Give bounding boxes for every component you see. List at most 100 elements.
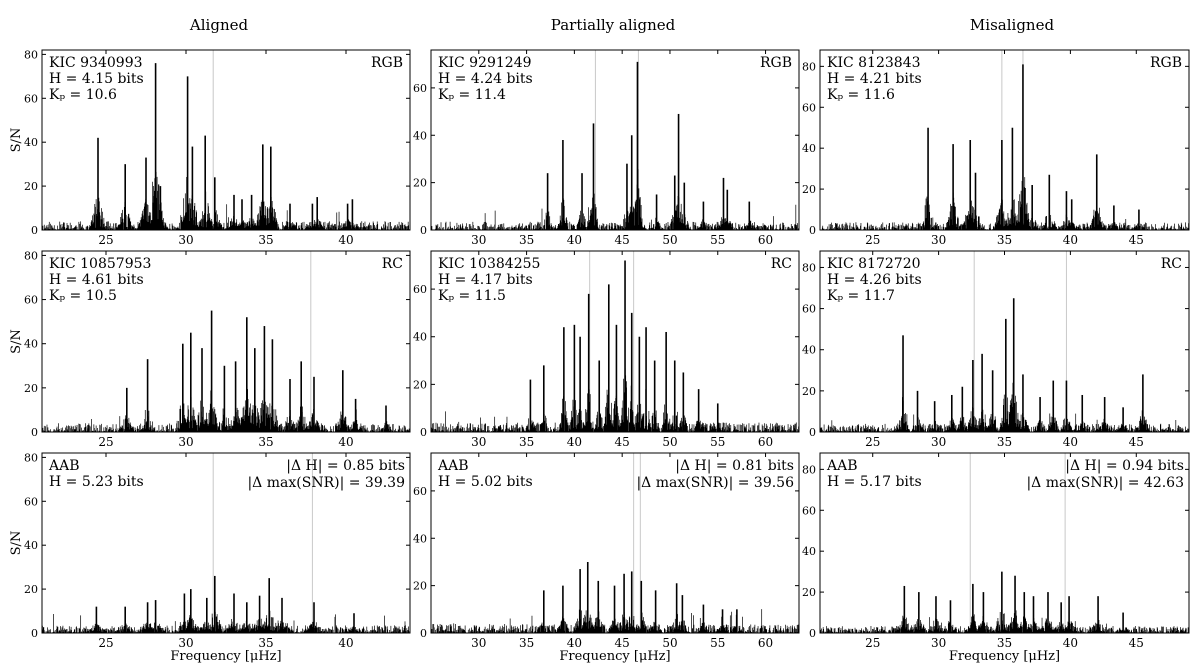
x-tick-label: 40 xyxy=(1063,435,1078,449)
y-tick-label: 40 xyxy=(24,539,38,552)
panel-frame xyxy=(41,250,411,433)
panel-label: H = 4.17 bits xyxy=(438,272,533,288)
x-tick-label: 25 xyxy=(98,636,113,650)
x-tick-label: 25 xyxy=(865,435,880,449)
y-tick-label: 60 xyxy=(413,82,427,95)
column-title-partially-aligned: Partially aligned xyxy=(550,16,676,34)
y-tick-label: 0 xyxy=(809,426,816,439)
panel-label: Kₚ = 11.5 xyxy=(438,288,506,304)
panel-label: AAB xyxy=(826,458,858,474)
y-axis-label: S/N xyxy=(9,531,24,556)
x-tick-label: 35 xyxy=(997,636,1012,650)
x-tick-label: 40 xyxy=(1063,233,1078,247)
panel-frame xyxy=(430,49,800,231)
y-tick-label: 80 xyxy=(802,261,816,274)
y-tick-label: 40 xyxy=(802,344,816,357)
x-tick-label: 40 xyxy=(338,435,353,449)
y-tick-label: 60 xyxy=(802,101,816,114)
difference-stat: |Δ H| = 0.94 bits xyxy=(1065,458,1184,474)
x-tick-label: 30 xyxy=(178,636,193,650)
y-tick-label: 80 xyxy=(802,463,816,476)
x-tick-label: 30 xyxy=(178,435,193,449)
x-tick-label: 25 xyxy=(98,435,113,449)
x-tick-label: 35 xyxy=(519,435,534,449)
panel-label: Kₚ = 10.5 xyxy=(49,288,117,304)
x-tick-label: 30 xyxy=(931,233,946,247)
evolution-tag: RGB xyxy=(1150,55,1182,71)
difference-stat: |Δ max(SNR)| = 39.39 xyxy=(247,475,405,491)
x-tick-label: 30 xyxy=(931,435,946,449)
x-tick-label: 30 xyxy=(931,636,946,650)
panel-label: KIC 8123843 xyxy=(827,55,921,71)
x-tick-label: 55 xyxy=(710,233,725,247)
y-tick-label: 20 xyxy=(413,580,427,593)
y-axis-label: S/N xyxy=(9,329,24,354)
x-tick-label: 25 xyxy=(865,636,880,650)
panel-label: Kₚ = 11.7 xyxy=(827,288,895,304)
x-tick-label: 40 xyxy=(1063,636,1078,650)
x-tick-label: 60 xyxy=(758,233,773,247)
spectrum-trace xyxy=(820,158,1189,230)
panel-label: Kₚ = 10.6 xyxy=(49,87,117,103)
x-tick-label: 45 xyxy=(615,435,630,449)
y-tick-label: 80 xyxy=(24,249,38,262)
y-tick-label: 0 xyxy=(31,627,38,640)
panel-label: H = 5.23 bits xyxy=(49,474,144,490)
panel-label: H = 4.24 bits xyxy=(438,71,533,87)
y-tick-label: 40 xyxy=(24,338,38,351)
y-tick-label: 20 xyxy=(802,183,816,196)
difference-stat: |Δ max(SNR)| = 42.63 xyxy=(1026,475,1184,491)
y-tick-label: 40 xyxy=(413,532,427,545)
y-tick-label: 20 xyxy=(802,385,816,398)
panel-label: Kₚ = 11.4 xyxy=(438,87,506,103)
x-tick-label: 40 xyxy=(567,435,582,449)
panel-frame xyxy=(41,452,411,634)
x-tick-label: 30 xyxy=(178,233,193,247)
spectrum-trace xyxy=(820,382,1189,432)
x-tick-label: 45 xyxy=(615,233,630,247)
difference-stat: |Δ H| = 0.85 bits xyxy=(286,458,405,474)
x-tick-label: 50 xyxy=(662,233,677,247)
y-tick-label: 80 xyxy=(802,60,816,73)
x-tick-label: 40 xyxy=(338,636,353,650)
y-tick-label: 60 xyxy=(24,294,38,307)
evolution-tag: RC xyxy=(382,256,403,272)
x-tick-label: 40 xyxy=(338,233,353,247)
column-title-misaligned: Misaligned xyxy=(969,16,1055,34)
y-tick-label: 60 xyxy=(24,495,38,508)
y-tick-label: 20 xyxy=(24,180,38,193)
spectrum-trace xyxy=(431,169,799,230)
panel-frame xyxy=(430,452,800,634)
x-tick-label: 60 xyxy=(758,636,773,650)
x-tick-label: 35 xyxy=(258,636,273,650)
panel-label: KIC 9340993 xyxy=(49,55,143,71)
x-tick-label: 55 xyxy=(710,435,725,449)
panel-label: KIC 8172720 xyxy=(827,256,921,272)
x-tick-label: 45 xyxy=(1129,233,1144,247)
difference-stat: |Δ H| = 0.81 bits xyxy=(675,458,794,474)
y-tick-label: 60 xyxy=(413,485,427,498)
y-tick-label: 40 xyxy=(802,142,816,155)
y-tick-label: 0 xyxy=(420,426,427,439)
panel-label: H = 5.17 bits xyxy=(827,474,922,490)
x-tick-label: 35 xyxy=(997,435,1012,449)
y-tick-label: 20 xyxy=(413,177,427,190)
panel-frame xyxy=(41,49,411,231)
x-tick-label: 35 xyxy=(997,233,1012,247)
panel-label: H = 4.15 bits xyxy=(49,71,144,87)
y-tick-label: 20 xyxy=(24,583,38,596)
evolution-tag: RC xyxy=(1161,256,1182,272)
x-tick-label: 30 xyxy=(471,233,486,247)
x-tick-label: 50 xyxy=(662,636,677,650)
x-tick-label: 35 xyxy=(519,636,534,650)
y-tick-label: 0 xyxy=(809,224,816,237)
panel-label: H = 5.02 bits xyxy=(438,474,533,490)
